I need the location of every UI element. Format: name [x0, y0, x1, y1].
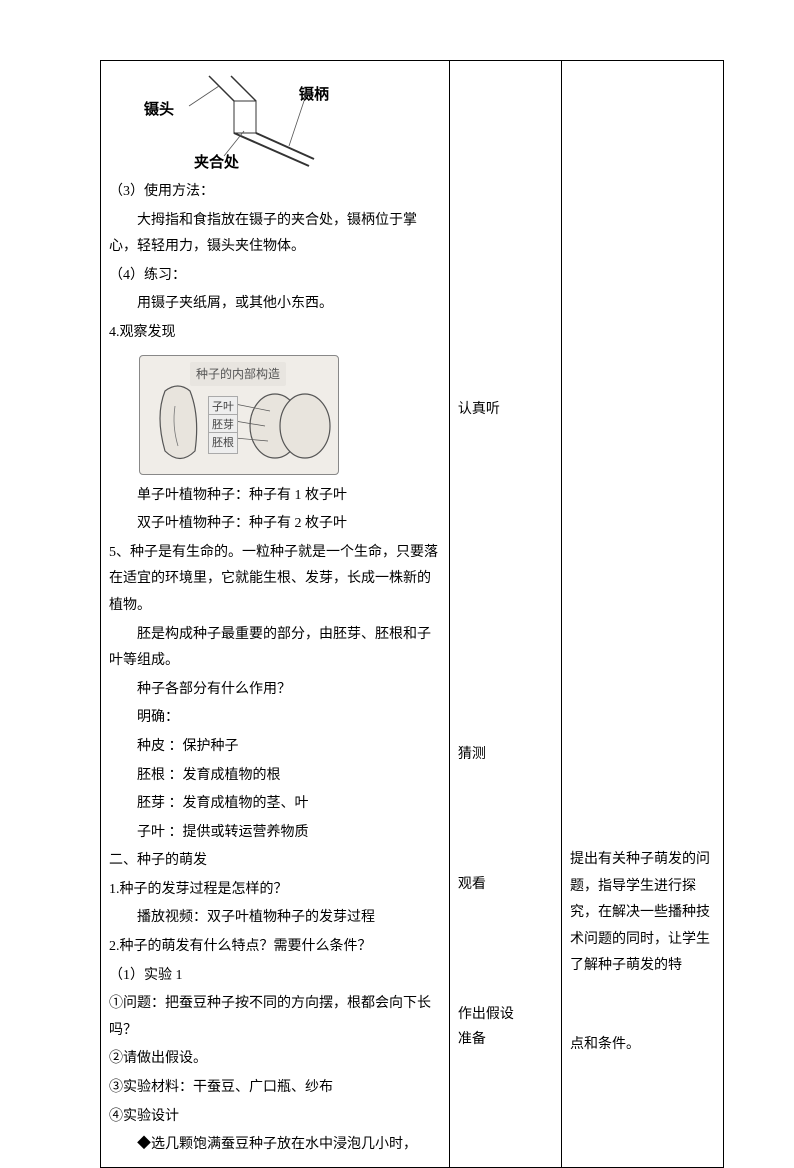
features-question: 2.种子的萌发有什么特点？需要什么条件？ — [109, 934, 441, 961]
parts-question: 种子各部分有什么作用？ — [109, 677, 441, 704]
activity-prepare: 准备 — [458, 1027, 486, 1054]
seed-svg — [140, 356, 340, 476]
video-text: 播放视频：双子叶植物种子的发芽过程 — [109, 905, 441, 932]
clarify-heading: 明确： — [109, 705, 441, 732]
plumule-text: 胚芽 ：发育成植物的茎、叶 — [109, 791, 441, 818]
radicle-text: 胚根 ：发育成植物的根 — [109, 763, 441, 790]
tweezers-diagram: 镊头 镊柄 夹合处 — [139, 71, 369, 171]
usage-heading: （3）使用方法： — [109, 179, 441, 206]
practice-text: 用镊子夹纸屑，或其他小东西。 — [109, 291, 441, 318]
seed-diagram: 种子的内部构造 子叶 胚芽 胚根 — [139, 355, 339, 475]
label-tweezers-joint: 夹合处 — [194, 149, 239, 178]
monocot-text: 单子叶植物种子：种子有 1 枚子叶 — [109, 483, 441, 510]
activity-hypothesis: 作出假设 — [458, 1002, 514, 1029]
label-tweezers-handle: 镊柄 — [299, 81, 329, 110]
seed-diagram-wrap: 种子的内部构造 子叶 胚芽 胚根 — [139, 355, 441, 475]
column-notes: 提出有关种子萌发的问题，指导学生进行探究，在解决一些播种技术问题的同时，让学生了… — [562, 61, 724, 1168]
question-text: ①问题：把蚕豆种子按不同的方向摆，根都会向下长吗？ — [109, 991, 441, 1044]
hypothesis-text: ②请做出假设。 — [109, 1046, 441, 1073]
label-peigen: 胚根 — [208, 432, 238, 455]
materials-text: ③实验材料：干蚕豆、广口瓶、纱布 — [109, 1075, 441, 1102]
dicot-text: 双子叶植物种子：种子有 2 枚子叶 — [109, 511, 441, 538]
column-content: 镊头 镊柄 夹合处 （3）使用方法： 大拇指和食指放在镊子的夹合处，镊柄位于掌心… — [101, 61, 450, 1168]
usage-text: 大拇指和食指放在镊子的夹合处，镊柄位于掌心，轻轻用力，镊头夹住物体。 — [109, 208, 441, 261]
experiment1-heading: （1）实验 1 — [109, 963, 441, 990]
practice-heading: （4）练习： — [109, 263, 441, 290]
label-tweezers-head: 镊头 — [144, 96, 174, 125]
main-table: 镊头 镊柄 夹合处 （3）使用方法： 大拇指和食指放在镊子的夹合处，镊柄位于掌心… — [100, 60, 724, 1168]
column-activity: 认真听 猜测 观看 作出假设 准备 — [449, 61, 561, 1168]
process-question: 1.种子的发芽过程是怎样的？ — [109, 877, 441, 904]
notes-text-1: 提出有关种子萌发的问题，指导学生进行探究，在解决一些播种技术问题的同时，让学生了… — [570, 847, 715, 980]
germination-heading: 二、种子的萌发 — [109, 848, 441, 875]
seedcoat-text: 种皮 ：保护种子 — [109, 734, 441, 761]
embryo-text: 胚是构成种子最重要的部分，由胚芽、胚根和子叶等组成。 — [109, 622, 441, 675]
step1-text: ◆选几颗饱满蚕豆种子放在水中浸泡几小时， — [109, 1132, 441, 1159]
observe-heading: 4.观察发现 — [109, 320, 441, 347]
activity-listen: 认真听 — [458, 397, 500, 424]
seed-life-text: 5、种子是有生命的。一粒种子就是一个生命，只要落在适宜的环境里，它就能生根、发芽… — [109, 540, 441, 620]
activity-watch: 观看 — [458, 872, 486, 899]
notes-text-2: 点和条件。 — [570, 1032, 640, 1059]
design-heading: ④实验设计 — [109, 1104, 441, 1131]
cotyledon-text: 子叶 ：提供或转运营养物质 — [109, 820, 441, 847]
activity-guess: 猜测 — [458, 742, 486, 769]
